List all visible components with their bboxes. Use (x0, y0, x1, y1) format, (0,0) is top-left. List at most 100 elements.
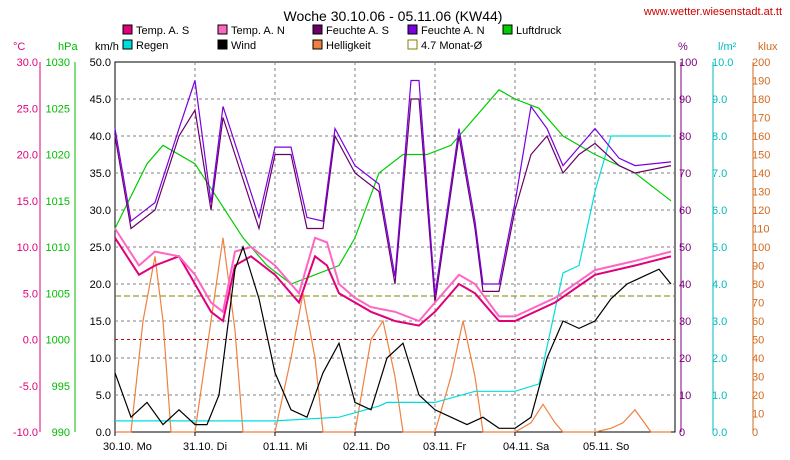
tick-hpa: 1030 (46, 57, 70, 69)
legend: Temp. A. S Temp. A. N Feuchte A. S Feuchte … (122, 24, 562, 52)
source-url: www.wetter.wiesenstadt.at.tt (643, 6, 782, 18)
x-label: 05.11. So (583, 441, 629, 453)
tick-klux: 20 (752, 390, 764, 402)
tick-rain: 4.0 (712, 279, 727, 291)
tick-klux: 140 (752, 168, 770, 180)
tick-wind: 25.0 (90, 242, 111, 254)
tick-hum: 30 (679, 316, 691, 328)
series-temp-a-n (114, 227, 672, 323)
legend-label: Helligkeit (326, 40, 371, 52)
tick-wind: 10.0 (90, 353, 111, 365)
tick-hpa: 1015 (46, 196, 70, 208)
tick-wind: 20.0 (90, 279, 111, 291)
tick-klux: 170 (752, 113, 770, 125)
tick-hum: 10 (679, 390, 691, 402)
tick-klux: 10 (752, 409, 764, 421)
tick-rain: 10.0 (712, 57, 733, 69)
legend-swatch (312, 39, 323, 50)
x-label: 30.10. Mo (103, 441, 152, 453)
legend-label: Regen (136, 40, 168, 52)
tick-klux: 110 (752, 224, 770, 236)
tick-klux: 130 (752, 187, 770, 199)
axis-unit-hum: % (678, 41, 688, 53)
series-luftdruck (114, 89, 672, 285)
axis-unit-rain: l/m² (718, 41, 737, 53)
tick-rain: 6.0 (712, 205, 727, 217)
plot-series (114, 79, 672, 433)
tick-rain: 8.0 (712, 131, 727, 143)
tick-temp: 30.0 (17, 57, 38, 69)
tick-temp: 10.0 (17, 242, 38, 254)
axis-unit-temp: °C (13, 41, 25, 53)
chart-title: Woche 30.10.06 - 05.11.06 (KW44) (284, 8, 503, 24)
legend-label: Feuchte A. N (421, 25, 485, 37)
tick-rain: 9.0 (712, 94, 727, 106)
tick-klux: 150 (752, 150, 770, 162)
tick-wind: 0.0 (96, 427, 111, 439)
legend-label: Temp. A. S (136, 25, 189, 37)
tick-temp: 20.0 (17, 150, 38, 162)
tick-wind: 30.0 (90, 205, 111, 217)
x-label: 01.11. Mi (263, 441, 307, 453)
tick-hpa: 990 (52, 427, 70, 439)
tick-klux: 50 (752, 335, 764, 347)
tick-hum: 80 (679, 131, 691, 143)
tick-hum: 60 (679, 205, 691, 217)
series-regen (115, 135, 671, 422)
series-helligkeit (115, 237, 671, 433)
axes: °C 30.0 25.0 20.0 15.0 10.0 5.0 0.0 -5.0 -10.0 hPa… (13, 41, 778, 439)
tick-hum: 20 (679, 353, 691, 365)
tick-hum: 100 (679, 57, 697, 69)
legend-swatch (407, 39, 418, 50)
tick-klux: 200 (752, 57, 770, 69)
tick-temp: -10.0 (13, 427, 38, 439)
tick-temp: -5.0 (19, 381, 38, 393)
series-temp-a-s (114, 237, 672, 327)
tick-hum: 0 (679, 427, 685, 439)
legend-swatch (217, 24, 228, 35)
tick-klux: 60 (752, 316, 764, 328)
legend-label: Feuchte A. S (326, 25, 389, 37)
x-label: 02.11. Do (343, 441, 390, 453)
tick-klux: 160 (752, 131, 770, 143)
tick-klux: 0 (752, 427, 758, 439)
tick-wind: 5.0 (96, 390, 111, 402)
plot-area (114, 61, 676, 433)
tick-wind: 15.0 (90, 316, 111, 328)
tick-wind: 50.0 (90, 57, 111, 69)
x-label: 03.11. Fr (423, 441, 467, 453)
tick-rain: 5.0 (712, 242, 727, 254)
tick-hpa: 1010 (46, 242, 70, 254)
legend-swatch (407, 24, 418, 35)
legend-swatch (122, 39, 133, 50)
legend-swatch (217, 39, 228, 50)
tick-hpa: 1005 (46, 288, 70, 300)
legend-swatch (312, 24, 323, 35)
tick-klux: 90 (752, 261, 764, 273)
tick-klux: 180 (752, 94, 770, 106)
axis-unit-wind: km/h (95, 41, 119, 53)
tick-hpa: 995 (52, 381, 70, 393)
tick-wind: 45.0 (90, 94, 111, 106)
x-label: 31.10. Di (183, 441, 227, 453)
series-feuchte-a-n (114, 79, 672, 296)
tick-rain: 0.0 (712, 427, 727, 439)
legend-label: Luftdruck (516, 25, 562, 37)
legend-swatch (122, 24, 133, 35)
tick-temp: 25.0 (17, 103, 38, 115)
tick-hpa: 1020 (46, 150, 70, 162)
x-axis-labels: 30.10. Mo 31.10. Di 01.11. Mi 02.11. Do 03.1… (103, 432, 629, 453)
tick-klux: 30 (752, 372, 764, 384)
tick-hpa: 1000 (46, 335, 70, 347)
tick-hum: 40 (679, 279, 691, 291)
series-feuchte-a-s (114, 98, 672, 303)
tick-klux: 190 (752, 76, 770, 88)
tick-klux: 70 (752, 298, 764, 310)
tick-rain: 7.0 (712, 168, 727, 180)
tick-temp: 15.0 (17, 196, 38, 208)
legend-swatch (502, 24, 513, 35)
legend-label: Wind (231, 40, 256, 52)
axis-unit-hpa: hPa (58, 41, 78, 53)
tick-klux: 120 (752, 205, 770, 217)
